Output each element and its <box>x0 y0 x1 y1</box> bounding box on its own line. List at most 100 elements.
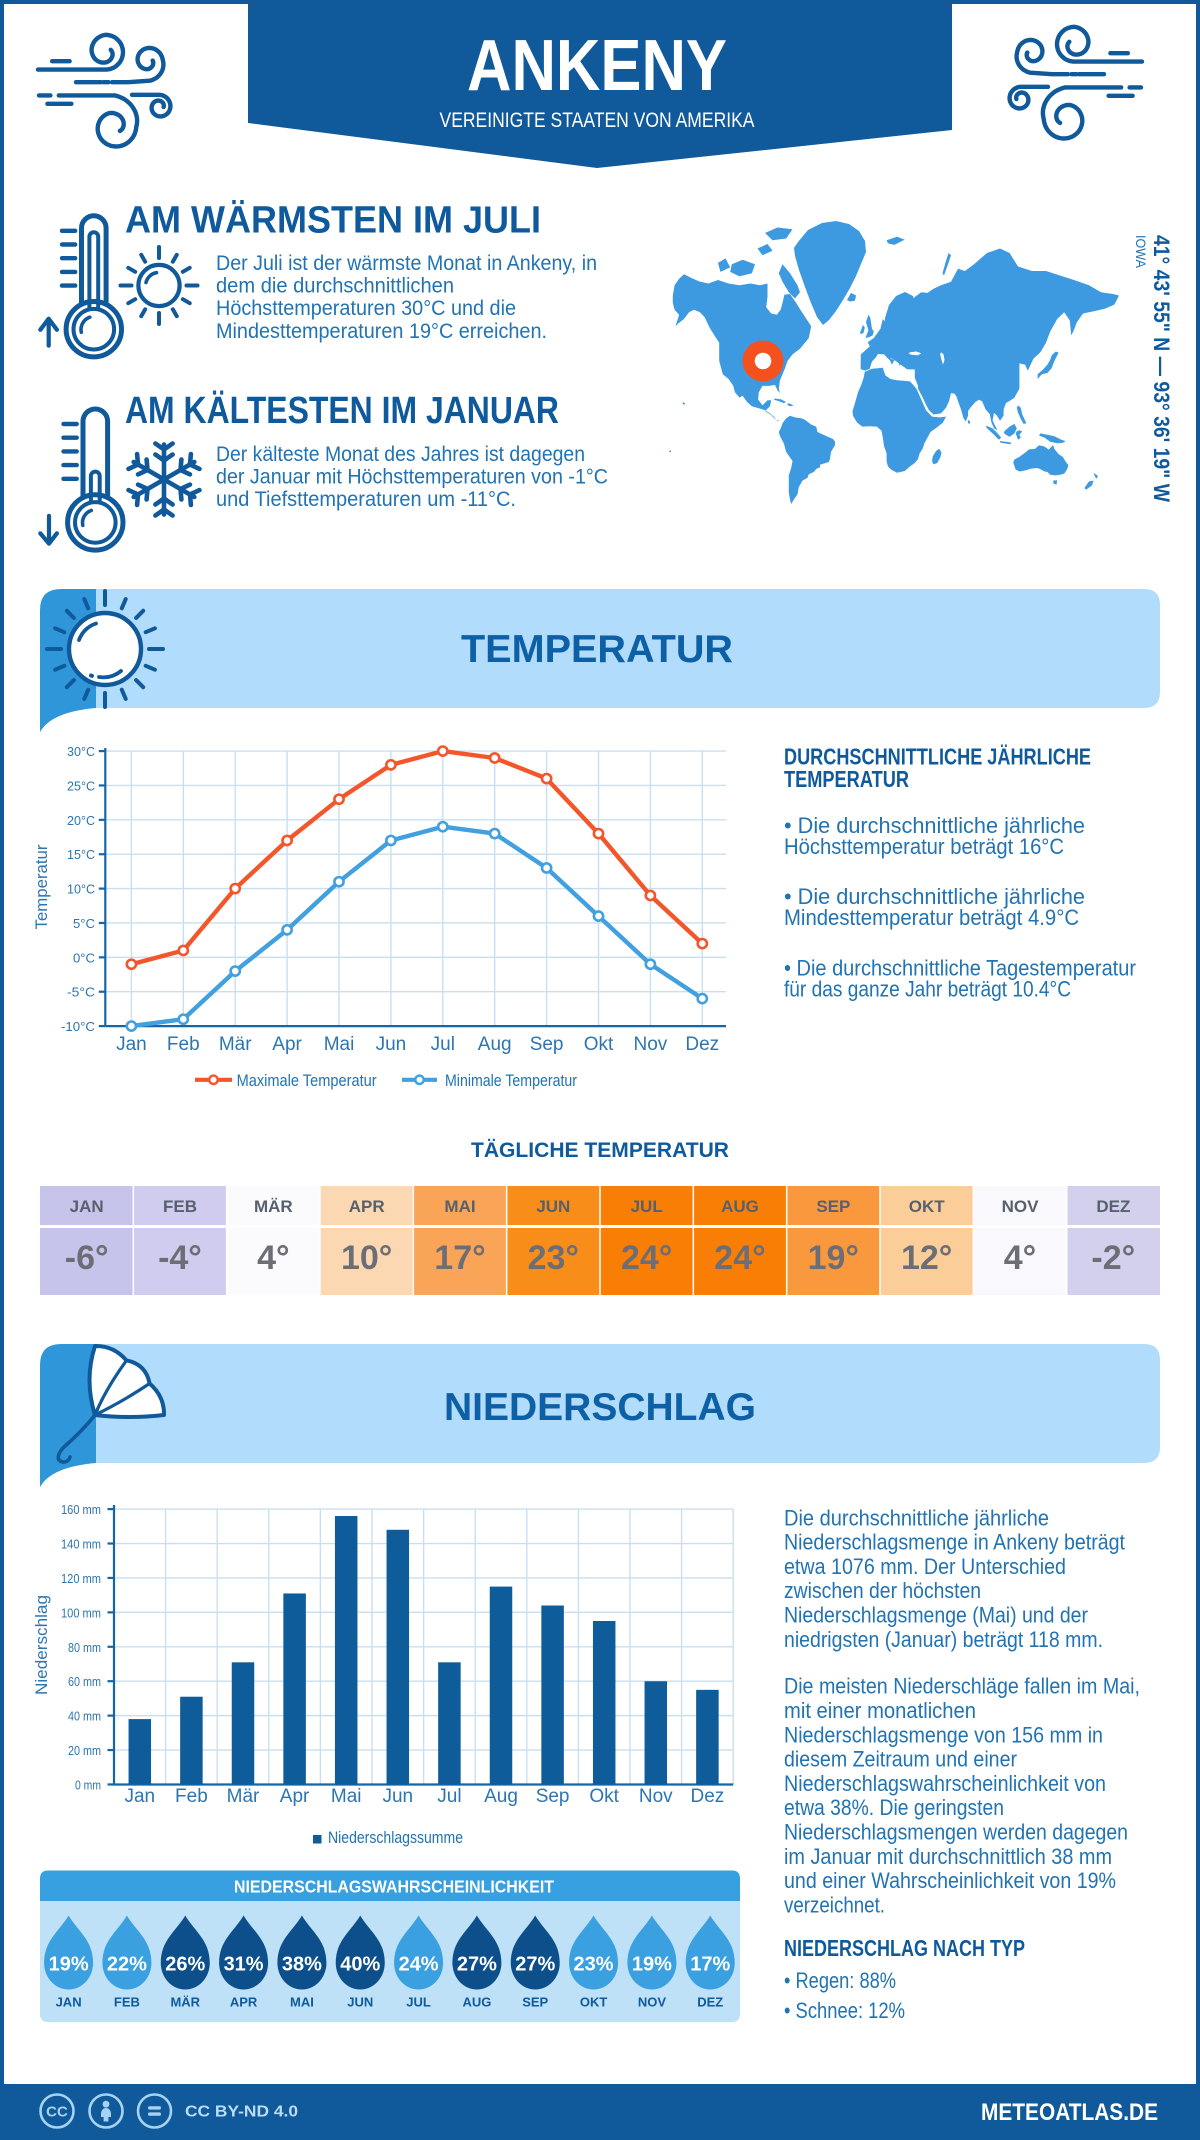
svg-text:MÄR: MÄR <box>170 1995 200 2010</box>
svg-text:CC BY-ND 4.0: CC BY-ND 4.0 <box>185 2104 298 2121</box>
svg-text:im Januar mit durchschnittlich: im Januar mit durchschnittlich 38 mm <box>784 1844 1112 1869</box>
svg-text:Niederschlag: Niederschlag <box>32 1595 51 1695</box>
svg-text:IOWA: IOWA <box>1133 235 1149 269</box>
svg-text:19%: 19% <box>49 1953 89 1975</box>
svg-text:25°C: 25°C <box>67 778 95 793</box>
svg-text:etwa 1076 mm. Der Unterschied: etwa 1076 mm. Der Unterschied <box>784 1554 1066 1579</box>
svg-text:CC: CC <box>46 2104 68 2121</box>
svg-text:JUL: JUL <box>406 1995 431 2010</box>
svg-text:NIEDERSCHLAG NACH TYP: NIEDERSCHLAG NACH TYP <box>784 1935 1025 1961</box>
svg-text:10°: 10° <box>341 1239 392 1277</box>
svg-text:Dez: Dez <box>691 1786 725 1807</box>
svg-text:38%: 38% <box>282 1953 322 1975</box>
svg-text:22%: 22% <box>107 1953 147 1975</box>
svg-text:Mindesttemperatur beträgt 4.9°: Mindesttemperatur beträgt 4.9°C <box>784 905 1079 930</box>
svg-text:-2°: -2° <box>1091 1239 1135 1277</box>
svg-text:Feb: Feb <box>167 1034 200 1055</box>
svg-text:AM WÄRMSTEN IM JULI: AM WÄRMSTEN IM JULI <box>125 199 541 242</box>
svg-text:31%: 31% <box>224 1953 264 1975</box>
svg-text:Apr: Apr <box>280 1786 310 1807</box>
svg-text:80 mm: 80 mm <box>68 1640 101 1655</box>
svg-text:• Die durchschnittliche jährli: • Die durchschnittliche jährliche <box>784 884 1085 909</box>
svg-text:Temperatur: Temperatur <box>32 844 51 929</box>
svg-text:AUG: AUG <box>462 1995 491 2010</box>
svg-text:-10°C: -10°C <box>61 1019 95 1034</box>
svg-text:Feb: Feb <box>175 1786 208 1807</box>
svg-text:23%: 23% <box>574 1953 614 1975</box>
svg-text:ANKENY: ANKENY <box>467 26 727 106</box>
svg-text:Okt: Okt <box>589 1786 619 1807</box>
svg-text:17%: 17% <box>690 1953 730 1975</box>
svg-text:Die durchschnittliche jährlich: Die durchschnittliche jährliche <box>784 1505 1049 1530</box>
svg-text:Niederschlagsmengen werden dag: Niederschlagsmengen werden dagegen <box>784 1820 1128 1845</box>
svg-text:APR: APR <box>230 1995 258 2010</box>
svg-text:10°C: 10°C <box>67 882 95 897</box>
svg-text:40 mm: 40 mm <box>68 1709 101 1724</box>
svg-text:Nov: Nov <box>639 1786 673 1807</box>
svg-text:MAI: MAI <box>444 1197 475 1216</box>
svg-text:NOV: NOV <box>1002 1197 1040 1216</box>
svg-text:-5°C: -5°C <box>67 985 95 1000</box>
svg-text:20 mm: 20 mm <box>68 1743 101 1758</box>
svg-text:NIEDERSCHLAGSWAHRSCHEINLICHKEI: NIEDERSCHLAGSWAHRSCHEINLICHKEIT <box>234 1876 554 1896</box>
svg-text:OKT: OKT <box>909 1197 946 1216</box>
svg-text:etwa 38%. Die geringsten: etwa 38%. Die geringsten <box>784 1795 1004 1820</box>
svg-text:Sep: Sep <box>530 1034 564 1055</box>
svg-text:27%: 27% <box>515 1953 555 1975</box>
svg-text:Jul: Jul <box>437 1786 461 1807</box>
svg-text:160 mm: 160 mm <box>61 1502 101 1517</box>
svg-text:24°: 24° <box>621 1239 672 1277</box>
svg-text:Apr: Apr <box>272 1034 302 1055</box>
svg-text:diesem Zeitraum und einer: diesem Zeitraum und einer <box>784 1747 1017 1772</box>
svg-text:TEMPERATUR: TEMPERATUR <box>461 628 733 671</box>
svg-text:DEZ: DEZ <box>1096 1197 1130 1216</box>
svg-text:TÄGLICHE TEMPERATUR: TÄGLICHE TEMPERATUR <box>471 1139 729 1162</box>
svg-text:Niederschlagssumme: Niederschlagssumme <box>328 1828 463 1847</box>
svg-text:der Januar mit Höchsttemperatu: der Januar mit Höchsttemperaturen von -1… <box>216 466 608 489</box>
svg-text:Niederschlagsmenge (Mai) und d: Niederschlagsmenge (Mai) und der <box>784 1603 1088 1628</box>
svg-text:40%: 40% <box>340 1953 380 1975</box>
svg-text:TEMPERATUR: TEMPERATUR <box>784 766 909 792</box>
svg-text:20°C: 20°C <box>67 813 95 828</box>
svg-text:• Regen: 88%: • Regen: 88% <box>784 1968 896 1993</box>
svg-text:41° 43' 55" N — 93° 36' 19" W: 41° 43' 55" N — 93° 36' 19" W <box>1149 235 1174 502</box>
svg-text:DURCHSCHNITTLICHE JÄHRLICHE: DURCHSCHNITTLICHE JÄHRLICHE <box>784 744 1091 770</box>
svg-text:Jan: Jan <box>124 1786 155 1807</box>
svg-text:Minimale Temperatur: Minimale Temperatur <box>445 1071 577 1090</box>
svg-text:JUN: JUN <box>347 1995 373 2010</box>
svg-text:NIEDERSCHLAG: NIEDERSCHLAG <box>444 1386 756 1429</box>
svg-text:verzeichnet.: verzeichnet. <box>784 1892 885 1917</box>
svg-text:Der Juli ist der wärmste Monat: Der Juli ist der wärmste Monat in Ankeny… <box>216 252 597 275</box>
svg-text:27%: 27% <box>457 1953 497 1975</box>
svg-text:AUG: AUG <box>721 1197 759 1216</box>
svg-text:niedrigsten (Januar) beträgt 1: niedrigsten (Januar) beträgt 118 mm. <box>784 1627 1103 1652</box>
svg-text:0 mm: 0 mm <box>75 1777 101 1792</box>
svg-text:19°: 19° <box>808 1239 859 1277</box>
svg-text:dem die durchschnittlichen: dem die durchschnittlichen <box>216 275 454 298</box>
svg-text:SEP: SEP <box>522 1995 548 2010</box>
svg-text:Höchsttemperaturen 30°C und di: Höchsttemperaturen 30°C und die <box>216 297 516 320</box>
svg-text:0°C: 0°C <box>73 950 95 965</box>
svg-text:Mär: Mär <box>219 1034 252 1055</box>
svg-text:24%: 24% <box>399 1953 439 1975</box>
svg-text:-6°: -6° <box>65 1239 109 1277</box>
svg-text:Dez: Dez <box>685 1034 719 1055</box>
svg-text:NOV: NOV <box>638 1995 667 2010</box>
svg-text:Höchsttemperatur beträgt 16°C: Höchsttemperatur beträgt 16°C <box>784 834 1064 859</box>
svg-text:Niederschlagswahrscheinlichkei: Niederschlagswahrscheinlichkeit von <box>784 1771 1106 1796</box>
svg-text:• Schnee: 12%: • Schnee: 12% <box>784 1998 905 2023</box>
svg-text:SEP: SEP <box>816 1197 850 1216</box>
svg-text:100 mm: 100 mm <box>61 1605 101 1620</box>
svg-text:17°: 17° <box>434 1239 485 1277</box>
svg-text:Niederschlagsmenge von 156 mm: Niederschlagsmenge von 156 mm in <box>784 1722 1103 1747</box>
svg-text:VEREINIGTE STAATEN VON AMERIKA: VEREINIGTE STAATEN VON AMERIKA <box>440 109 755 132</box>
svg-text:5°C: 5°C <box>73 916 95 931</box>
svg-text:Mindesttemperaturen 19°C errei: Mindesttemperaturen 19°C erreichen. <box>216 320 547 343</box>
svg-text:Aug: Aug <box>484 1786 518 1807</box>
svg-text:für das ganze Jahr beträgt 10.: für das ganze Jahr beträgt 10.4°C <box>784 977 1071 1002</box>
svg-text:Mär: Mär <box>227 1786 260 1807</box>
svg-text:26%: 26% <box>165 1953 205 1975</box>
svg-text:Sep: Sep <box>536 1786 570 1807</box>
svg-text:23°: 23° <box>528 1239 579 1277</box>
svg-text:60 mm: 60 mm <box>68 1674 101 1689</box>
